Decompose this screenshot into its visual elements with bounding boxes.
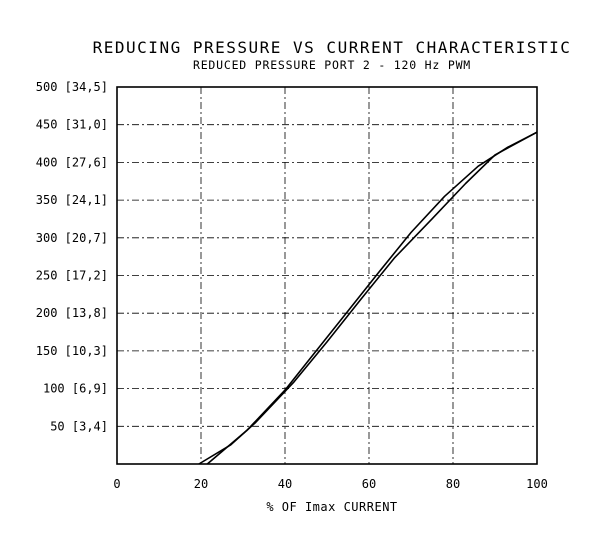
plot-frame	[116, 86, 538, 465]
grid	[117, 87, 537, 464]
y-tick-label: 250 [17,2]	[36, 269, 108, 283]
y-tick-label: 100 [6,9]	[43, 382, 108, 396]
x-tick-label: 0	[113, 477, 120, 491]
y-tick-label: 300 [20,7]	[36, 231, 108, 245]
chart-title: REDUCING PRESSURE VS CURRENT CHARACTERIS…	[93, 38, 572, 57]
x-tick-label: 40	[278, 477, 292, 491]
y-tick-label: 400 [27,6]	[36, 155, 108, 169]
y-tick-label: 450 [31,0]	[36, 118, 108, 132]
x-tick-label: 80	[446, 477, 460, 491]
y-tick-label: 200 [13,8]	[36, 306, 108, 320]
series-line-2	[206, 131, 538, 465]
x-tick-label: 60	[362, 477, 376, 491]
tick-labels: 0 20 40 60 80 100 50 [3,4] 100 [6,9] 150 [10,3] 2…	[36, 80, 548, 491]
chart-subtitle: REDUCED PRESSURE PORT 2 - 120 Hz PWM	[193, 58, 471, 72]
y-tick-label: 50 [3,4]	[50, 419, 108, 433]
x-tick-label: 20	[194, 477, 208, 491]
y-tick-label: 500 [34,5]	[36, 80, 108, 94]
x-tick-label: 100	[526, 477, 548, 491]
x-axis-label: % OF Imax CURRENT	[266, 500, 397, 514]
series-line-1	[198, 131, 538, 465]
y-tick-label: 350 [24,1]	[36, 193, 108, 207]
series-group	[198, 131, 538, 465]
y-tick-label: 150 [10,3]	[36, 344, 108, 358]
